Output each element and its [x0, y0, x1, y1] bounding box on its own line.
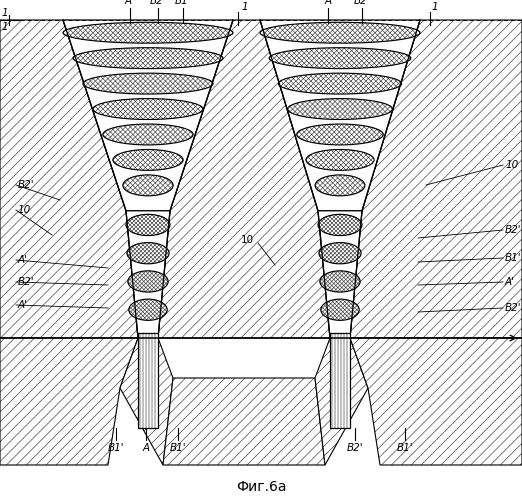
Text: B1': B1' [175, 0, 191, 6]
Text: B2': B2' [347, 443, 363, 453]
Text: B1': B1' [505, 253, 521, 263]
Text: B2': B2' [150, 0, 167, 6]
Polygon shape [0, 338, 138, 465]
Text: B1': B1' [108, 443, 124, 453]
Polygon shape [0, 20, 138, 338]
Polygon shape [163, 378, 325, 465]
Ellipse shape [103, 124, 193, 145]
Text: B1': B1' [170, 443, 186, 453]
Text: A': A' [18, 300, 28, 310]
Text: 1: 1 [2, 22, 9, 32]
Ellipse shape [306, 150, 374, 171]
Ellipse shape [315, 175, 365, 196]
Polygon shape [260, 20, 420, 211]
Text: 1: 1 [432, 2, 438, 12]
Polygon shape [350, 338, 522, 465]
Text: A': A' [18, 255, 28, 265]
Text: A': A' [125, 0, 135, 6]
Polygon shape [138, 333, 158, 428]
Ellipse shape [73, 48, 223, 68]
Ellipse shape [318, 214, 362, 236]
Polygon shape [330, 333, 350, 428]
Text: A: A [325, 0, 331, 6]
Polygon shape [120, 338, 173, 465]
Text: Фиг.6а: Фиг.6а [236, 480, 286, 494]
Ellipse shape [269, 48, 411, 68]
Text: B2': B2' [505, 225, 521, 235]
Text: A: A [143, 443, 150, 453]
Ellipse shape [63, 22, 233, 43]
Ellipse shape [129, 299, 167, 320]
Text: B2': B2' [354, 0, 370, 6]
Ellipse shape [127, 242, 169, 264]
Ellipse shape [126, 214, 170, 236]
Ellipse shape [128, 271, 168, 292]
Polygon shape [63, 20, 233, 211]
Ellipse shape [83, 73, 213, 94]
Polygon shape [318, 211, 362, 338]
Text: 10: 10 [241, 235, 254, 245]
Text: B2': B2' [505, 303, 521, 313]
Ellipse shape [288, 98, 393, 119]
Polygon shape [126, 211, 170, 338]
Ellipse shape [113, 150, 183, 171]
Ellipse shape [319, 242, 361, 264]
Text: 1: 1 [241, 2, 247, 12]
Ellipse shape [321, 299, 359, 320]
Polygon shape [350, 20, 522, 338]
Polygon shape [158, 20, 330, 338]
Ellipse shape [260, 22, 420, 43]
Ellipse shape [278, 73, 401, 94]
Text: B1': B1' [397, 443, 413, 453]
Ellipse shape [123, 175, 173, 196]
Text: 10: 10 [18, 205, 31, 215]
Text: B2': B2' [18, 180, 34, 190]
Text: 1: 1 [2, 8, 9, 18]
Text: 10: 10 [505, 160, 518, 170]
Polygon shape [315, 338, 368, 465]
Text: B2': B2' [18, 277, 34, 287]
Text: A': A' [505, 277, 515, 287]
Ellipse shape [320, 271, 360, 292]
Ellipse shape [93, 98, 203, 119]
Ellipse shape [296, 124, 383, 145]
